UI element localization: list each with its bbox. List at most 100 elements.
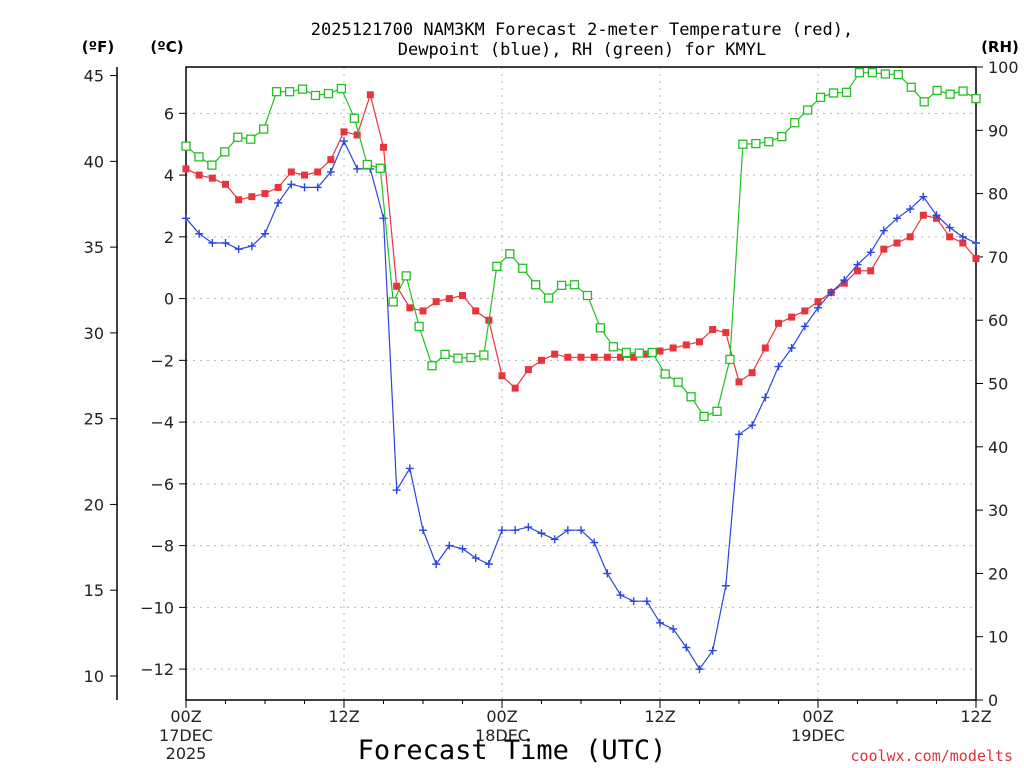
celsius-tick-label: −2	[150, 351, 174, 370]
dewpoint-point	[932, 211, 941, 220]
temperature-point	[696, 338, 703, 346]
rh-tick-label: 80	[988, 185, 1008, 204]
rh-tick-label: 10	[988, 628, 1008, 647]
rh-point	[828, 88, 839, 98]
dewpoint-point	[735, 430, 743, 439]
rh-point	[272, 87, 282, 97]
rh-tick-label: 50	[988, 375, 1008, 394]
rh-point	[220, 147, 230, 157]
celsius-tick-label: 6	[164, 104, 174, 123]
dewpoint-point	[326, 167, 335, 176]
dewpoint-point	[893, 214, 901, 223]
rh-point	[751, 138, 761, 149]
rh-point	[427, 361, 437, 371]
dewpoint-point	[827, 288, 836, 297]
temperature-point	[353, 131, 361, 139]
grid-lines	[186, 67, 976, 700]
rh-point	[815, 92, 826, 103]
rh-point	[893, 69, 903, 80]
temperature-point	[735, 378, 743, 386]
rh-tick-label: 100	[988, 58, 1019, 77]
fahrenheit-tick-label: 10	[84, 667, 104, 686]
rh-point	[595, 323, 606, 333]
dewpoint-point	[379, 214, 388, 223]
dewpoint-point	[405, 464, 414, 473]
dewpoint-point	[261, 229, 269, 238]
rh-unit-label: (RH)	[981, 38, 1019, 56]
temperature-point	[761, 344, 769, 352]
rh-point	[777, 131, 787, 142]
fahrenheit-tick-label: 35	[84, 238, 104, 257]
fahrenheit-axis: 45 40 35 30 25 20 15 10	[84, 67, 118, 700]
rh-tick-label: 0	[988, 691, 998, 710]
temperature-point	[274, 183, 282, 191]
dewpoint-point	[274, 198, 283, 207]
dewpoint-point	[853, 260, 862, 269]
temperature-point	[498, 372, 506, 380]
dewpoint-point	[208, 239, 217, 248]
dewpoint-point	[432, 560, 441, 569]
dewpoint-point	[642, 597, 651, 606]
rh-point	[466, 352, 476, 363]
dewpoint-point	[511, 526, 520, 535]
fahrenheit-tick-label: 20	[84, 495, 104, 514]
fahrenheit-tick-label: 45	[84, 67, 104, 86]
dewpoint-point	[221, 239, 230, 248]
rh-point	[906, 82, 916, 92]
chart-title-line2: Dewpoint (blue), RH (green) for KMYL	[398, 40, 766, 60]
dewpoint-point	[392, 486, 401, 495]
rh-point	[802, 105, 813, 115]
dewpoint-point	[866, 248, 875, 257]
temperature-point	[630, 353, 638, 361]
dewpoint-point	[682, 643, 691, 652]
dewpoint-point	[774, 362, 783, 371]
temperature-point	[432, 298, 440, 306]
celsius-tick-label: −6	[150, 475, 174, 494]
temperature-point	[722, 329, 730, 337]
temperature-point	[314, 168, 322, 176]
dewpoint-point	[958, 232, 967, 241]
temperature-point	[854, 267, 861, 275]
dewpoint-point	[721, 581, 730, 590]
temperature-point	[972, 254, 980, 262]
rh-point	[932, 85, 942, 96]
dewpoint-point	[695, 665, 704, 674]
rh-point	[207, 160, 217, 170]
temperature-point	[775, 319, 782, 327]
rh-point	[880, 69, 890, 79]
rh-point	[310, 90, 321, 101]
temperature-point	[656, 347, 664, 355]
rh-point	[349, 113, 360, 123]
dewpoint-point	[629, 597, 638, 606]
rh-point	[854, 68, 865, 78]
fahrenheit-tick-label: 30	[84, 324, 104, 343]
fahrenheit-tick-label: 40	[84, 152, 104, 171]
temperature-point	[682, 341, 690, 349]
rh-point	[647, 347, 657, 358]
temperature-point	[301, 171, 308, 179]
time-tick-label: 00Z	[802, 707, 833, 726]
temperature-point	[709, 325, 717, 333]
rh-point	[414, 321, 424, 332]
dewpoint-point	[247, 242, 256, 251]
rh-point	[945, 89, 955, 99]
temperature-point	[867, 267, 875, 275]
dewpoint-point	[419, 526, 427, 535]
rh-point	[971, 94, 981, 104]
rh-point	[582, 290, 593, 301]
dewpoint-point	[669, 624, 678, 633]
x-axis-title: Forecast Time (UTC)	[358, 735, 667, 766]
time-date-label: 19DEC	[791, 726, 845, 745]
time-tick-label: 12Z	[960, 707, 991, 726]
rh-point	[233, 132, 243, 142]
rh-point	[841, 87, 852, 97]
temperature-point	[893, 239, 901, 247]
rh-point	[764, 137, 774, 147]
temperature-point	[366, 91, 374, 99]
rh-point	[531, 280, 541, 290]
dewpoint-point	[195, 229, 204, 238]
celsius-unit-label: (ºC)	[150, 38, 183, 56]
